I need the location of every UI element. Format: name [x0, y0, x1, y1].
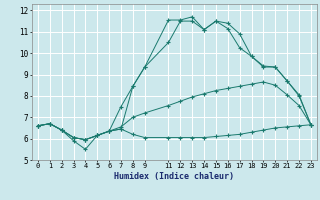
X-axis label: Humidex (Indice chaleur): Humidex (Indice chaleur) — [115, 172, 234, 181]
